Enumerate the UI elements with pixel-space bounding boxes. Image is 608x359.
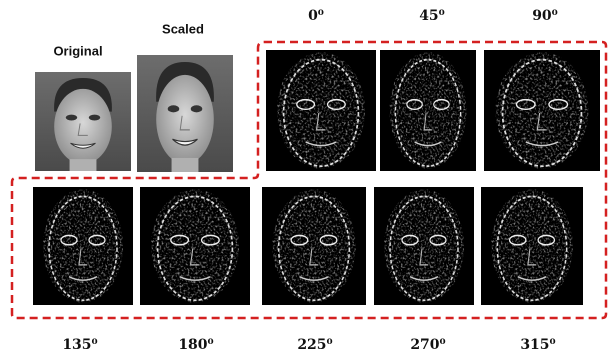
edge-image: [374, 187, 474, 305]
edge-image: [481, 187, 583, 305]
scaled-image: [137, 55, 233, 172]
original-image: [35, 72, 131, 171]
edge-image: [262, 187, 366, 305]
edge-image: [140, 187, 250, 305]
angle-label: 135⁰: [62, 337, 97, 353]
angle-label: 225⁰: [297, 337, 332, 353]
angle-label: 45⁰: [419, 8, 445, 24]
edge-image: [484, 50, 600, 171]
angle-label: 270⁰: [410, 337, 445, 353]
edge-image: [33, 187, 133, 305]
figure: Original Scaled 0⁰ 45⁰ 90⁰ 135⁰ 180⁰ 225…: [0, 0, 608, 359]
edge-image: [380, 50, 476, 171]
angle-label: 180⁰: [178, 337, 213, 353]
edge-image: [266, 50, 376, 171]
page: {"labels": {"original": "Original", "sca…: [0, 0, 608, 359]
angle-label: 90⁰: [532, 8, 558, 24]
label-original: Original: [53, 43, 102, 58]
angle-label: 315⁰: [520, 337, 555, 353]
label-scaled: Scaled: [162, 21, 204, 36]
angle-label: 0⁰: [308, 8, 324, 24]
